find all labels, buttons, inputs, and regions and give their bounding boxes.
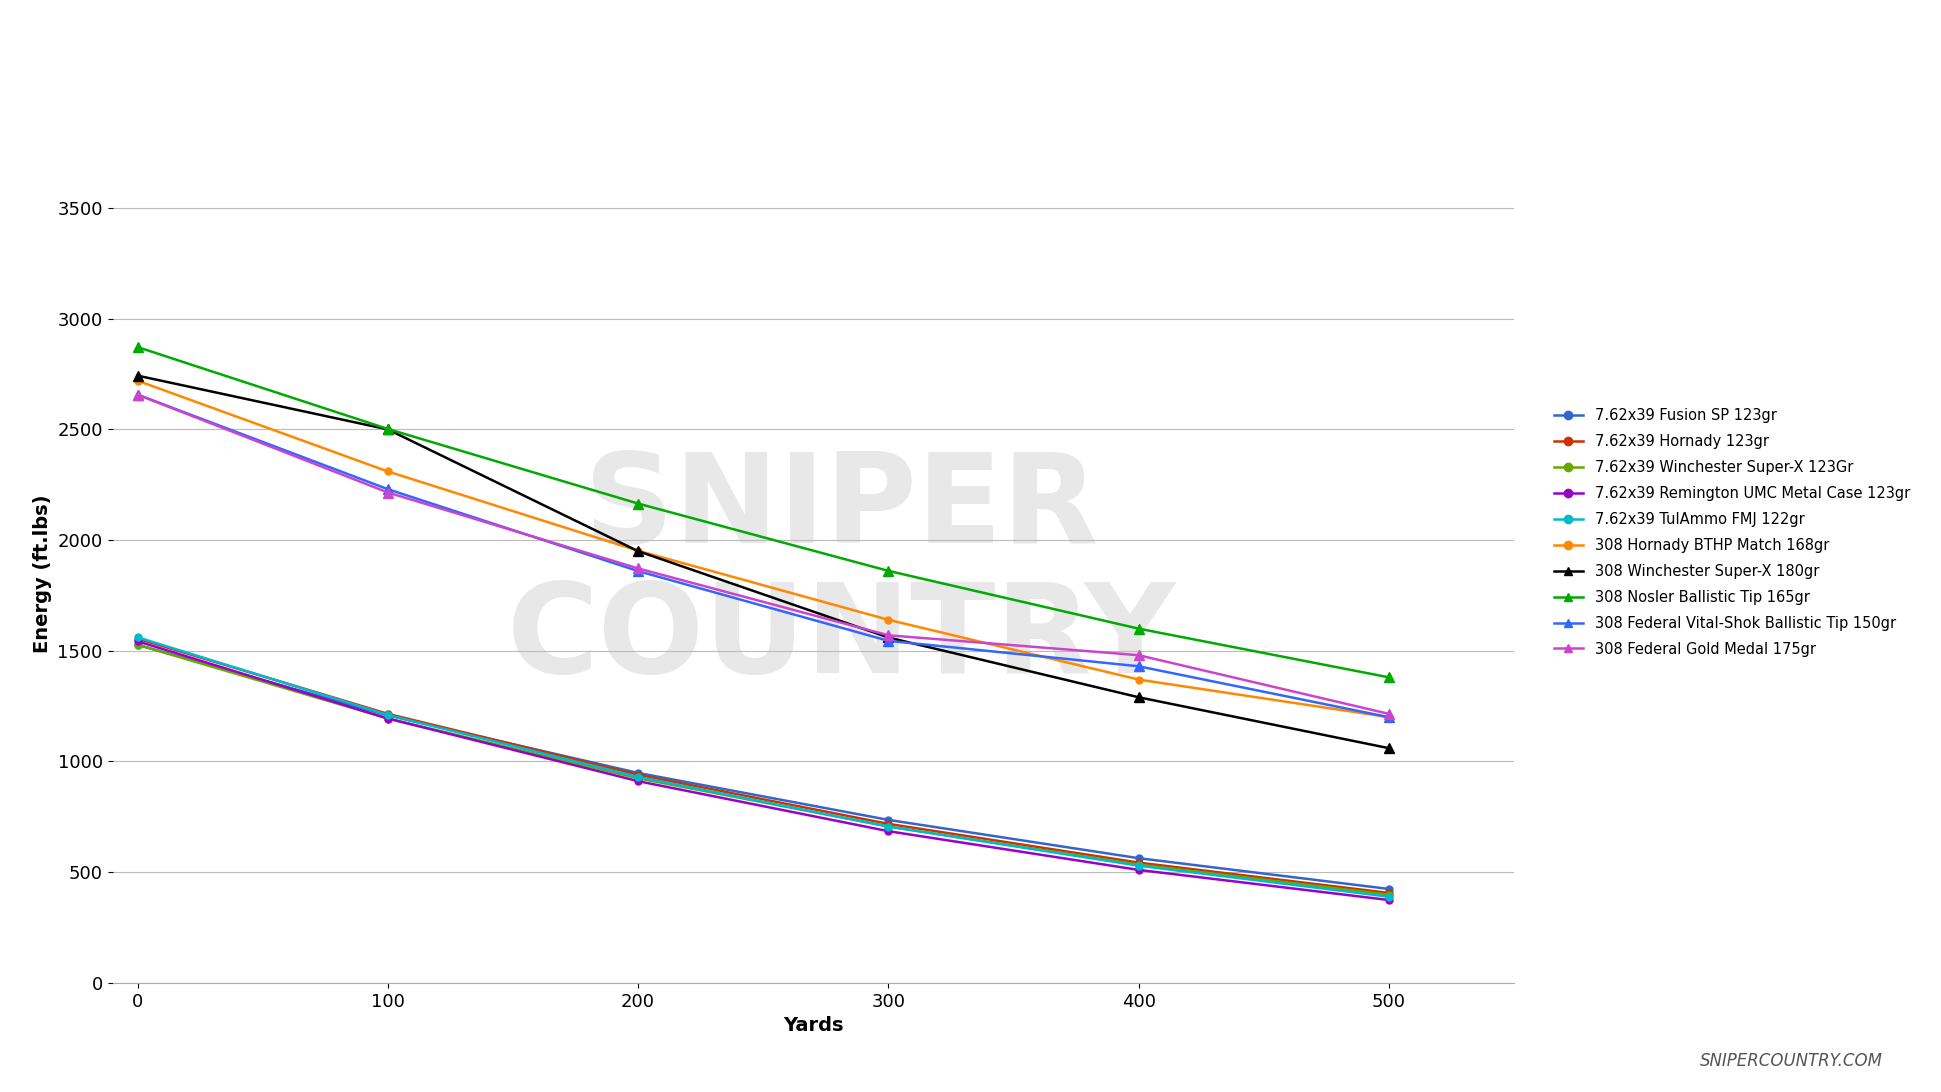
Line: 7.62x39 TulAmmo FMJ 122gr: 7.62x39 TulAmmo FMJ 122gr (134, 633, 1392, 900)
7.62x39 Remington UMC Metal Case 123gr (877, 824, 901, 838)
7.62x39 TulAmmo FMJ 122gr (1128, 859, 1151, 873)
Y-axis label: Energy (ft.lbs): Energy (ft.lbs) (33, 494, 52, 653)
Text: SNIPER
COUNTRY: SNIPER COUNTRY (507, 448, 1176, 699)
308 Nosler Ballistic Tip 165gr (377, 423, 400, 436)
308 Nosler Ballistic Tip 165gr (877, 565, 901, 578)
Line: 7.62x39 Winchester Super-X 123Gr: 7.62x39 Winchester Super-X 123Gr (134, 641, 1392, 899)
Text: KINETIC ENERGY: KINETIC ENERGY (621, 26, 1320, 99)
7.62x39 Remington UMC Metal Case 123gr (1128, 864, 1151, 877)
Line: 308 Winchester Super-X 180gr: 308 Winchester Super-X 180gr (132, 371, 1394, 753)
308 Federal Vital-Shok Ballistic Tip 150gr (1378, 711, 1401, 724)
308 Winchester Super-X 180gr (877, 631, 901, 644)
7.62x39 Winchester Super-X 123Gr (877, 820, 901, 833)
7.62x39 Hornady 123gr (877, 817, 901, 830)
Line: 308 Hornady BTHP Match 168gr: 308 Hornady BTHP Match 168gr (134, 377, 1392, 721)
308 Federal Gold Medal 175gr (126, 388, 149, 401)
Legend: 7.62x39 Fusion SP 123gr, 7.62x39 Hornady 123gr, 7.62x39 Winchester Super-X 123Gr: 7.62x39 Fusion SP 123gr, 7.62x39 Hornady… (1549, 404, 1914, 661)
308 Hornady BTHP Match 168gr (627, 544, 650, 557)
7.62x39 Winchester Super-X 123Gr (1128, 858, 1151, 871)
7.62x39 Winchester Super-X 123Gr (627, 772, 650, 785)
308 Federal Vital-Shok Ballistic Tip 150gr (377, 483, 400, 496)
7.62x39 Hornady 123gr (1378, 887, 1401, 900)
308 Hornady BTHP Match 168gr (126, 375, 149, 388)
Line: 7.62x39 Fusion SP 123gr: 7.62x39 Fusion SP 123gr (134, 641, 1392, 892)
7.62x39 Winchester Super-X 123Gr (126, 638, 149, 651)
308 Hornady BTHP Match 168gr (377, 465, 400, 478)
308 Winchester Super-X 180gr (1128, 691, 1151, 704)
7.62x39 Fusion SP 123gr (627, 767, 650, 780)
7.62x39 Fusion SP 123gr (1128, 852, 1151, 865)
7.62x39 TulAmmo FMJ 122gr (1378, 890, 1401, 903)
7.62x39 TulAmmo FMJ 122gr (877, 820, 901, 833)
7.62x39 Fusion SP 123gr (377, 709, 400, 722)
308 Federal Gold Medal 175gr (377, 486, 400, 499)
308 Winchester Super-X 180gr (126, 369, 149, 382)
Text: SNIPERCOUNTRY.COM: SNIPERCOUNTRY.COM (1700, 1053, 1883, 1070)
308 Winchester Super-X 180gr (1378, 741, 1401, 755)
308 Hornady BTHP Match 168gr (1378, 711, 1401, 724)
308 Federal Vital-Shok Ballistic Tip 150gr (627, 565, 650, 578)
308 Nosler Ballistic Tip 165gr (1378, 670, 1401, 684)
7.62x39 Hornady 123gr (126, 632, 149, 645)
308 Federal Vital-Shok Ballistic Tip 150gr (877, 634, 901, 648)
7.62x39 Winchester Super-X 123Gr (377, 712, 400, 725)
7.62x39 TulAmmo FMJ 122gr (627, 770, 650, 783)
7.62x39 Fusion SP 123gr (126, 638, 149, 651)
308 Nosler Ballistic Tip 165gr (1128, 622, 1151, 636)
7.62x39 Remington UMC Metal Case 123gr (1378, 893, 1401, 906)
308 Federal Gold Medal 175gr (1378, 708, 1401, 721)
7.62x39 TulAmmo FMJ 122gr (126, 631, 149, 644)
Line: 308 Federal Gold Medal 175gr: 308 Federal Gold Medal 175gr (132, 390, 1394, 719)
7.62x39 Hornady 123gr (1128, 856, 1151, 869)
308 Winchester Super-X 180gr (627, 545, 650, 558)
7.62x39 Winchester Super-X 123Gr (1378, 888, 1401, 901)
Line: 7.62x39 Hornady 123gr: 7.62x39 Hornady 123gr (134, 636, 1392, 897)
7.62x39 Fusion SP 123gr (1378, 882, 1401, 895)
308 Hornady BTHP Match 168gr (877, 614, 901, 627)
308 Federal Gold Medal 175gr (627, 562, 650, 575)
7.62x39 Hornady 123gr (627, 768, 650, 781)
Line: 308 Federal Vital-Shok Ballistic Tip 150gr: 308 Federal Vital-Shok Ballistic Tip 150… (132, 390, 1394, 722)
X-axis label: Yards: Yards (782, 1016, 844, 1035)
7.62x39 Remington UMC Metal Case 123gr (627, 774, 650, 787)
308 Nosler Ballistic Tip 165gr (627, 497, 650, 510)
308 Nosler Ballistic Tip 165gr (126, 341, 149, 354)
7.62x39 Remington UMC Metal Case 123gr (126, 634, 149, 648)
7.62x39 TulAmmo FMJ 122gr (377, 709, 400, 722)
308 Federal Vital-Shok Ballistic Tip 150gr (1128, 660, 1151, 673)
7.62x39 Fusion SP 123gr (877, 814, 901, 827)
308 Winchester Super-X 180gr (377, 423, 400, 436)
308 Federal Gold Medal 175gr (877, 629, 901, 642)
7.62x39 Hornady 123gr (377, 708, 400, 721)
308 Federal Vital-Shok Ballistic Tip 150gr (126, 388, 149, 401)
Line: 7.62x39 Remington UMC Metal Case 123gr: 7.62x39 Remington UMC Metal Case 123gr (134, 638, 1392, 903)
308 Hornady BTHP Match 168gr (1128, 673, 1151, 686)
308 Federal Gold Medal 175gr (1128, 649, 1151, 662)
7.62x39 Remington UMC Metal Case 123gr (377, 712, 400, 725)
Line: 308 Nosler Ballistic Tip 165gr: 308 Nosler Ballistic Tip 165gr (132, 342, 1394, 682)
